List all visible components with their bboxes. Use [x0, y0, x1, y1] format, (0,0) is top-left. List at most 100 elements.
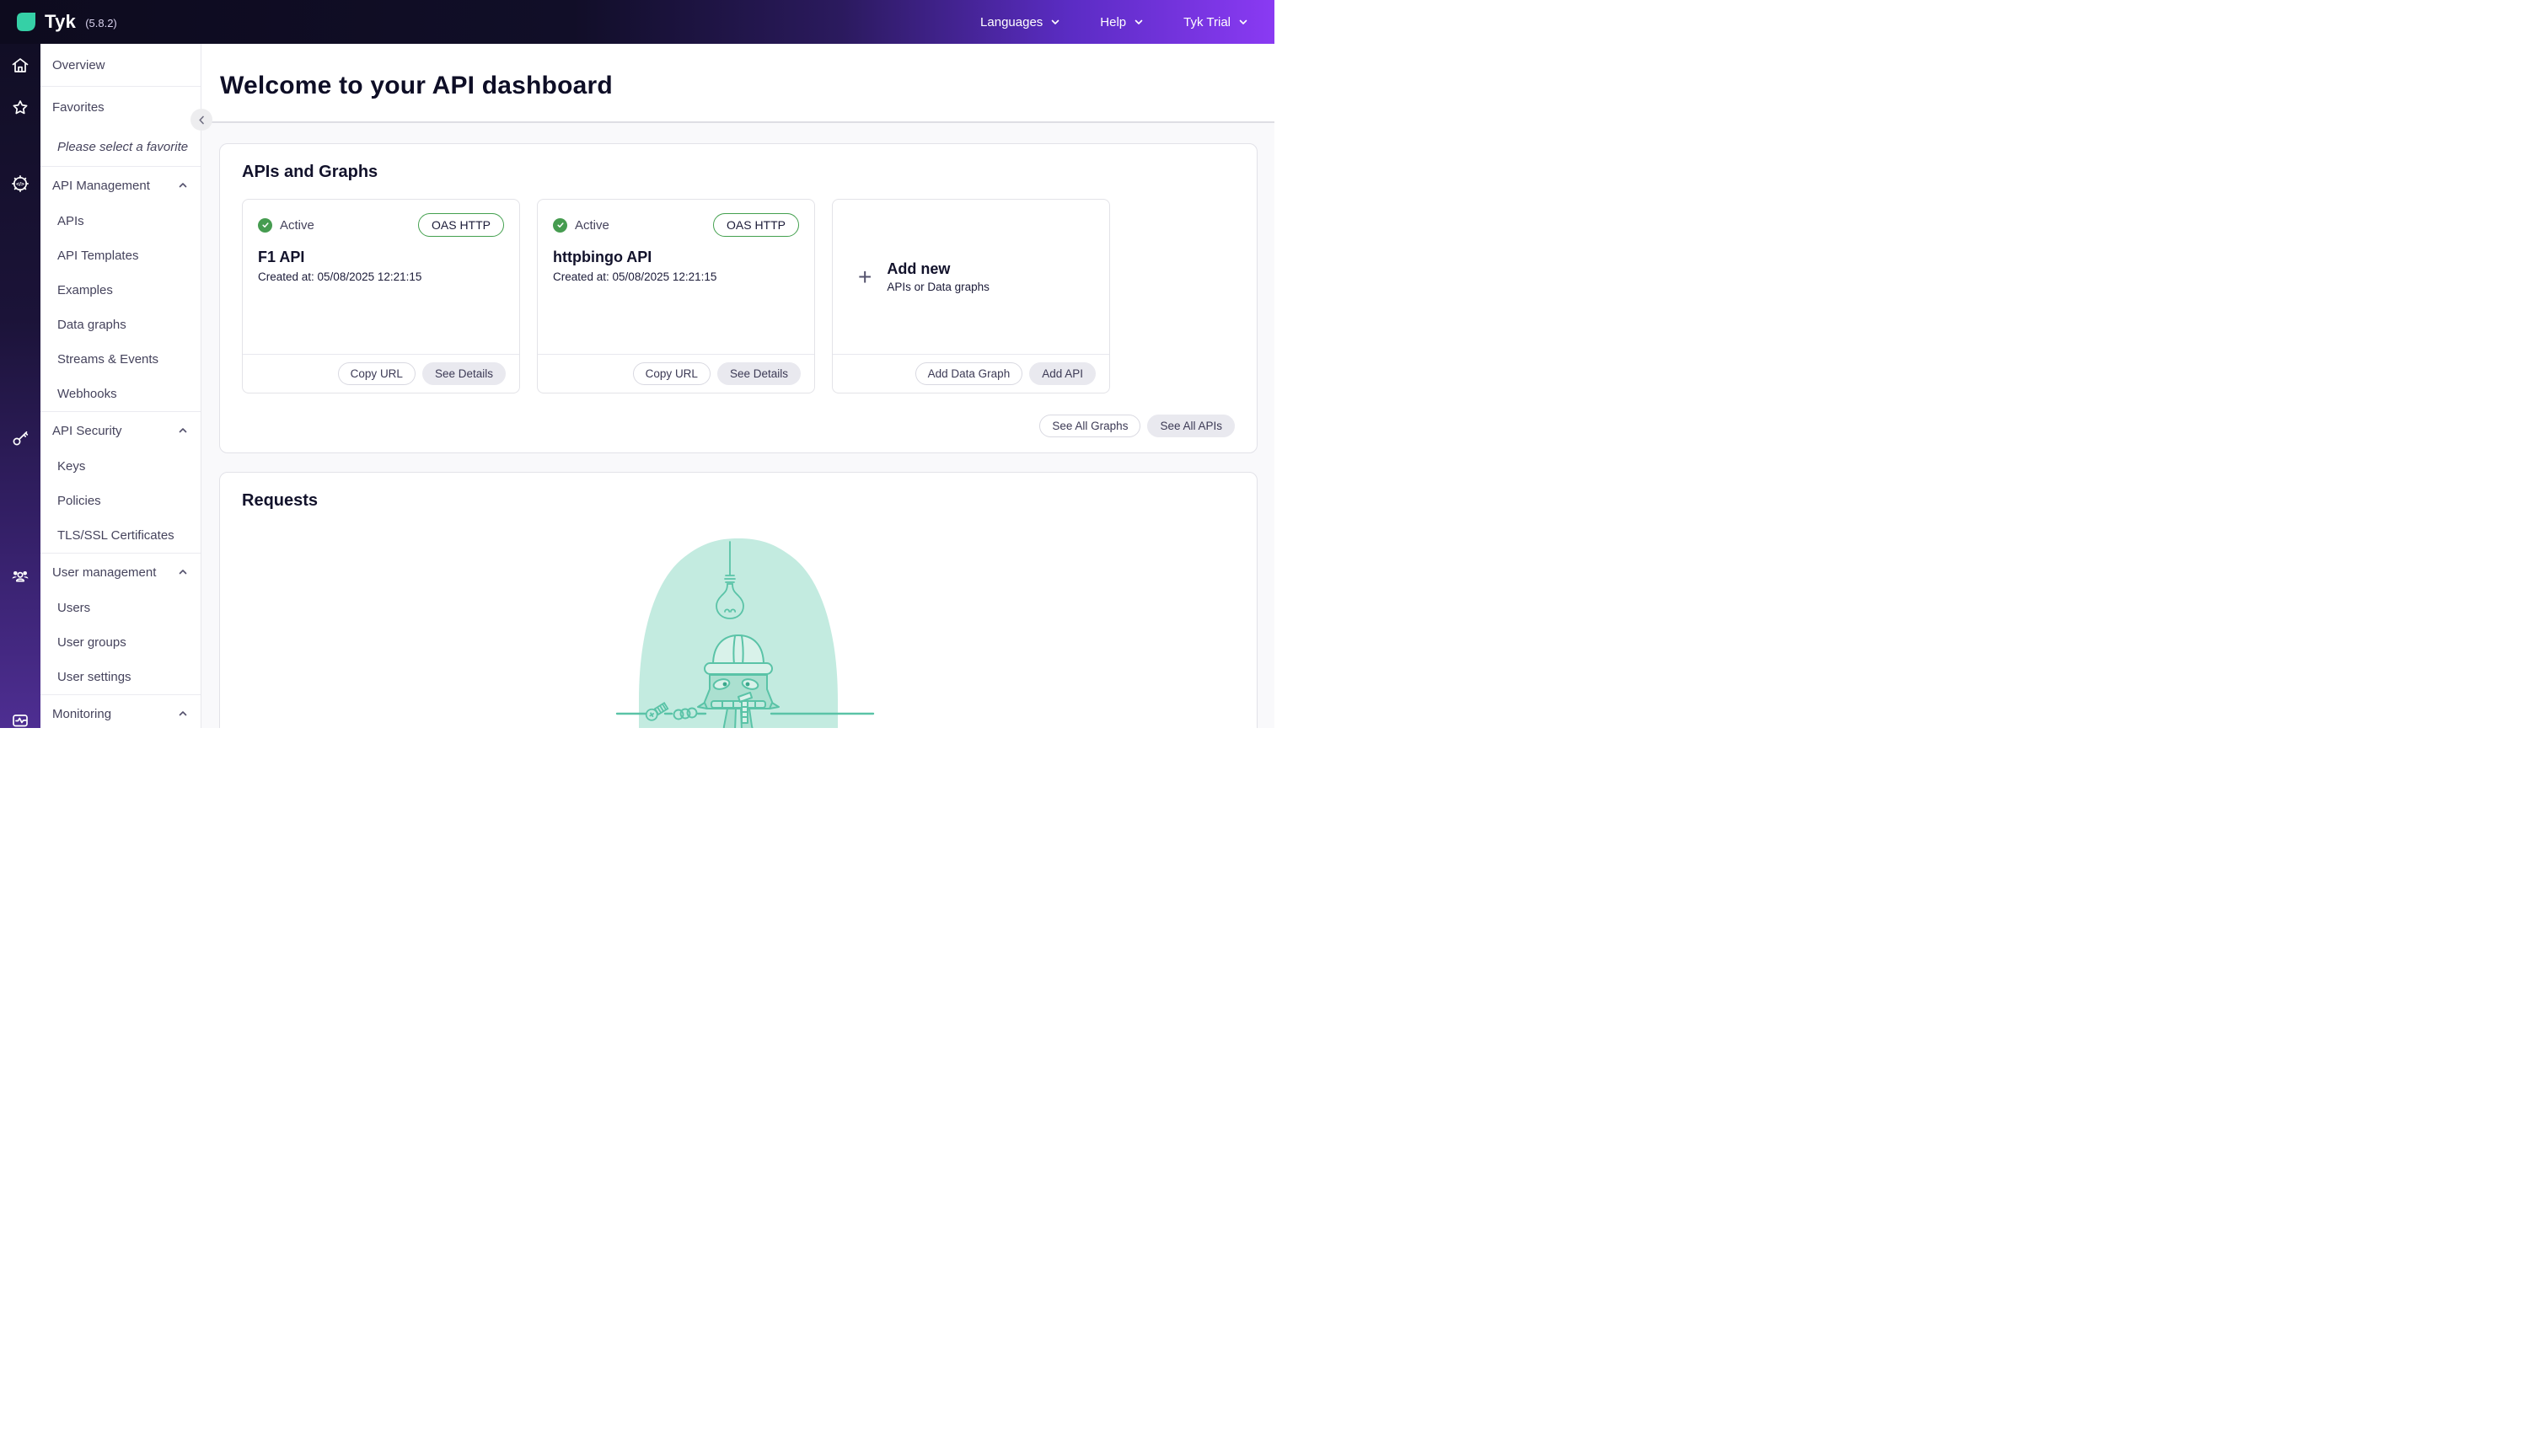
chevron-down-icon — [1051, 19, 1059, 24]
active-check-icon — [258, 217, 272, 233]
sidebar-item-users[interactable]: Users — [40, 591, 201, 625]
keys-label: Keys — [57, 459, 86, 474]
monitoring-icon[interactable] — [10, 710, 30, 728]
sidebar-item-tls-ssl-certificates[interactable]: TLS/SSL Certificates — [40, 518, 201, 553]
add-data-graph-button[interactable]: Add Data Graph — [915, 362, 1023, 385]
see-all-row: See All Graphs See All APIs — [242, 415, 1235, 444]
api-card-httpbingo: Active OAS HTTP httpbingo API Created at… — [537, 199, 815, 393]
user-management-label: User management — [52, 565, 157, 580]
monitoring-label: Monitoring — [52, 706, 112, 721]
api-card-f1: Active OAS HTTP F1 API Created at: 05/08… — [242, 199, 520, 393]
chevron-left-icon — [198, 115, 204, 124]
sidebar-section-api-security[interactable]: API Security — [40, 412, 201, 449]
languages-label: Languages — [980, 14, 1043, 29]
status-row: Active OAS HTTP — [553, 213, 799, 237]
see-details-button[interactable]: See Details — [421, 362, 506, 385]
sidebar-divider — [40, 553, 201, 554]
tyk-dashboard: Tyk (5.8.2) Languages Help Tyk Trial — [0, 0, 1274, 728]
tyk-logo-icon — [17, 13, 35, 31]
languages-menu[interactable]: Languages — [980, 15, 1061, 29]
key-icon[interactable] — [10, 428, 30, 448]
empty-state-illustration — [615, 538, 875, 728]
data-graphs-label: Data graphs — [57, 318, 126, 332]
api-name: F1 API — [258, 249, 305, 265]
copy-url-button[interactable]: Copy URL — [337, 362, 416, 385]
chevron-up-icon — [179, 570, 187, 575]
apis-and-graphs-title: APIs and Graphs — [242, 163, 378, 181]
see-all-apis-button[interactable]: See All APIs — [1147, 415, 1235, 437]
tyk-logo[interactable]: Tyk (5.8.2) — [15, 11, 117, 33]
users-icon[interactable] — [10, 565, 30, 586]
api-type-badge: OAS HTTP — [712, 213, 799, 237]
status-row: Active OAS HTTP — [258, 213, 504, 237]
api-created-at: Created at: 05/08/2025 12:21:15 — [258, 270, 422, 283]
policies-label: Policies — [57, 494, 101, 508]
favorites-empty-note: Please select a favorite — [57, 139, 189, 154]
sidebar-item-user-settings[interactable]: User settings — [40, 660, 201, 694]
api-management-icon[interactable]: </> — [10, 174, 30, 194]
api-cards-row: Active OAS HTTP F1 API Created at: 05/08… — [242, 199, 1235, 393]
add-api-button[interactable]: Add API — [1029, 362, 1096, 385]
see-details-button[interactable]: See Details — [716, 362, 801, 385]
requests-panel: Requests — [219, 472, 1258, 728]
apis-label: APIs — [57, 214, 84, 228]
copy-url-button[interactable]: Copy URL — [632, 362, 711, 385]
api-card-footer: Copy URL See Details — [538, 354, 814, 393]
help-menu[interactable]: Help — [1100, 15, 1145, 29]
chevron-up-icon — [179, 428, 187, 433]
sidebar-section-api-management[interactable]: API Management — [40, 167, 201, 204]
add-new-title: Add new — [887, 260, 951, 277]
page-body: </> Overview — [0, 44, 1274, 728]
sidebar-item-keys[interactable]: Keys — [40, 449, 201, 484]
sidebar-item-apis[interactable]: APIs — [40, 204, 201, 238]
add-new-footer: Add Data Graph Add API — [833, 354, 1109, 393]
user-settings-label: User settings — [57, 670, 131, 684]
apis-and-graphs-panel: APIs and Graphs Active — [219, 143, 1258, 453]
sidebar-item-overview[interactable]: Overview — [40, 44, 201, 86]
screw-doodle — [645, 702, 669, 721]
sidebar-section-user-management[interactable]: User management — [40, 554, 201, 591]
sidebar-item-data-graphs[interactable]: Data graphs — [40, 308, 201, 342]
tyk-trial-menu[interactable]: Tyk Trial — [1183, 15, 1249, 29]
api-templates-label: API Templates — [57, 249, 139, 263]
star-icon[interactable] — [10, 98, 30, 118]
icon-rail: </> — [0, 44, 40, 728]
sidebar-divider — [40, 86, 201, 87]
status-label: Active — [280, 217, 314, 233]
page-header: Welcome to your API dashboard — [201, 44, 1274, 123]
add-new-card: + Add new APIs or Data graphs Add Data G… — [832, 199, 1110, 393]
home-icon[interactable] — [10, 56, 30, 76]
sidebar-section-monitoring[interactable]: Monitoring — [40, 695, 201, 728]
add-new-text: Add new APIs or Data graphs — [887, 260, 990, 293]
version-label: (5.8.2) — [85, 16, 117, 29]
sidebar-item-webhooks[interactable]: Webhooks — [40, 377, 201, 411]
examples-label: Examples — [57, 283, 113, 297]
api-name: httpbingo API — [553, 249, 652, 265]
page-title: Welcome to your API dashboard — [220, 72, 613, 99]
api-card-footer: Copy URL See Details — [243, 354, 519, 393]
sidebar-item-policies[interactable]: Policies — [40, 484, 201, 518]
sidebar-item-examples[interactable]: Examples — [40, 273, 201, 308]
see-all-graphs-button[interactable]: See All Graphs — [1039, 415, 1141, 437]
chevron-down-icon — [1135, 19, 1143, 24]
tyk-mascot-illustration — [697, 634, 780, 728]
overview-label: Overview — [52, 57, 105, 72]
status: Active — [553, 217, 609, 233]
chevron-up-icon — [179, 711, 187, 716]
spring-doodle — [673, 707, 698, 720]
active-check-icon — [553, 217, 567, 233]
webhooks-label: Webhooks — [57, 387, 117, 401]
users-label: Users — [57, 601, 91, 615]
tyk-trial-label: Tyk Trial — [1183, 14, 1231, 29]
sidebar-item-streams-events[interactable]: Streams & Events — [40, 342, 201, 377]
status: Active — [258, 217, 314, 233]
sidebar-collapse-button[interactable] — [190, 109, 212, 131]
sidebar-section-favorites[interactable]: Favorites — [40, 87, 201, 127]
add-new-body: + Add new APIs or Data graphs — [833, 200, 1109, 354]
plus-icon: + — [858, 263, 872, 290]
api-management-label: API Management — [52, 178, 150, 193]
light-bulb-illustration — [716, 541, 744, 619]
api-card-body: Active OAS HTTP httpbingo API Created at… — [538, 200, 814, 354]
sidebar-item-user-groups[interactable]: User groups — [40, 625, 201, 660]
sidebar-item-api-templates[interactable]: API Templates — [40, 238, 201, 273]
